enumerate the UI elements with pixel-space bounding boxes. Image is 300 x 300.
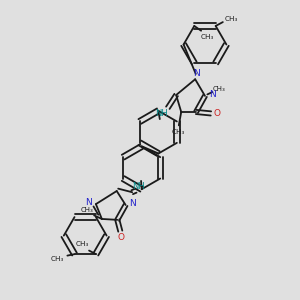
Text: N: N (129, 199, 136, 208)
Text: N: N (209, 90, 216, 99)
Text: CH₃: CH₃ (201, 34, 214, 40)
Text: O: O (214, 109, 221, 118)
Text: N: N (193, 69, 200, 78)
Text: CH₃: CH₃ (75, 241, 88, 247)
Text: NH: NH (132, 182, 145, 191)
Text: NH: NH (155, 109, 168, 118)
Text: CH₃: CH₃ (172, 129, 185, 135)
Text: CH₃: CH₃ (225, 16, 238, 22)
Text: CH₃: CH₃ (51, 256, 64, 262)
Text: O: O (117, 233, 124, 242)
Text: CH₃: CH₃ (81, 207, 93, 213)
Text: N: N (85, 198, 92, 207)
Text: CH₃: CH₃ (213, 86, 225, 92)
